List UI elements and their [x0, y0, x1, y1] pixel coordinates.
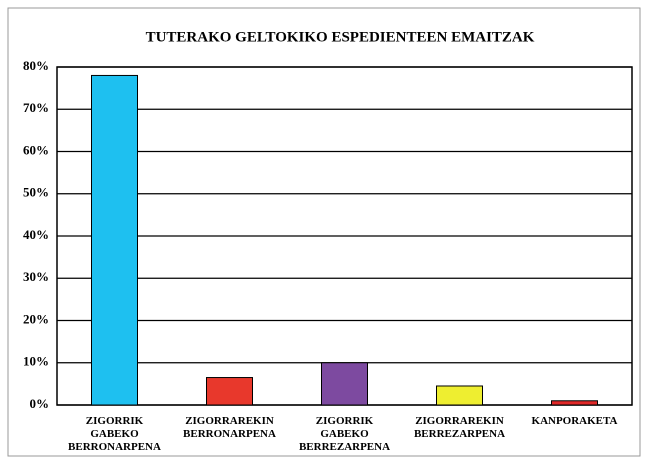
y-tick-label: 70% [23, 100, 49, 115]
chart-title: TUTERAKO GELTOKIKO ESPEDIENTEEN EMAITZAK [146, 29, 535, 45]
y-tick-label: 60% [23, 142, 49, 157]
y-tick-label: 50% [23, 185, 49, 200]
x-tick-label: KANPORAKETA [532, 415, 618, 427]
bar [91, 74, 138, 406]
x-tick-label: ZIGORRAREKIN BERRONARPENA [183, 415, 276, 440]
bar [206, 377, 253, 406]
y-tick-label: 30% [23, 269, 49, 284]
x-tick-label: ZIGORRIK GABEKO BERRONARPENA [68, 415, 161, 453]
y-tick-label: 40% [23, 227, 49, 242]
bar [551, 400, 598, 406]
bar [321, 362, 368, 406]
y-tick-label: 0% [30, 396, 50, 411]
y-tick-label: 10% [23, 354, 49, 369]
bar [436, 385, 483, 406]
x-tick-label: ZIGORRAREKIN BERREZARPENA [414, 415, 505, 440]
y-tick-label: 20% [23, 311, 49, 326]
y-tick-label: 80% [23, 58, 49, 73]
x-tick-label: ZIGORRIK GABEKO BERREZARPENA [299, 415, 390, 453]
